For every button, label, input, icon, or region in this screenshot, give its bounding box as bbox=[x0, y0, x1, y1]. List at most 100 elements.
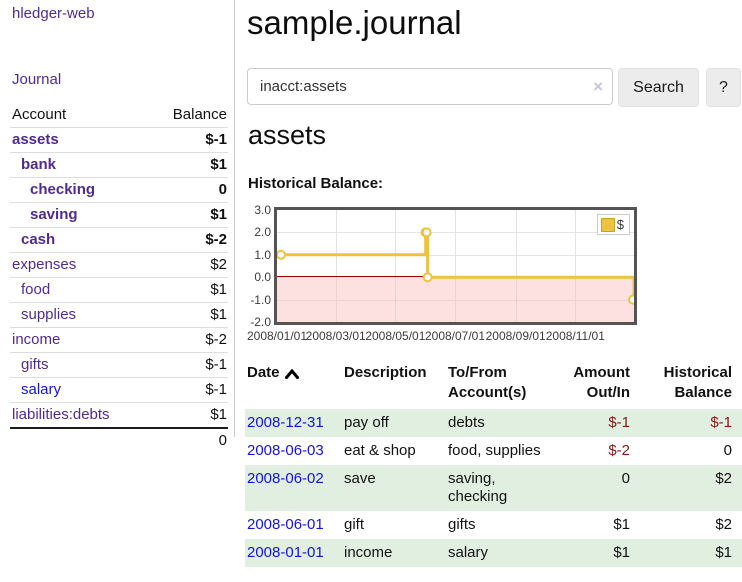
transaction-accounts: salary bbox=[448, 544, 489, 561]
date-column-header[interactable]: Date bbox=[245, 360, 342, 409]
accounts-table-body: assets $-1 bank $1 checking 0 saving $1 … bbox=[10, 127, 228, 429]
account-row: expenses $2 bbox=[10, 252, 228, 278]
account-link[interactable]: assets bbox=[12, 131, 59, 148]
transaction-balance: $-1 bbox=[710, 414, 732, 431]
account-balance: $1 bbox=[210, 406, 227, 423]
historical-balance-chart: $ 3.0 2.0 1.0 0.0 -1.0 -2.0 2008/01/01 2008/03/… bbox=[247, 202, 742, 347]
account-balance: $1 bbox=[148, 202, 228, 228]
page-title: sample.journal bbox=[247, 4, 462, 41]
account-link[interactable]: saving bbox=[30, 206, 78, 223]
account-balance: 0 bbox=[148, 177, 228, 203]
transaction-amount: $1 bbox=[613, 516, 630, 533]
amount-column-header: Amount Out/In bbox=[573, 364, 630, 401]
account-heading: assets bbox=[248, 120, 327, 150]
transaction-amount: $-2 bbox=[608, 442, 630, 459]
transaction-balance: $1 bbox=[715, 544, 732, 561]
account-row: supplies $1 bbox=[10, 302, 228, 328]
app-title-link[interactable]: hledger-web bbox=[12, 5, 95, 22]
account-row: cash $-2 bbox=[10, 227, 228, 253]
transaction-row: 2008-12-31 pay off debts $-1 $-1 bbox=[245, 409, 742, 437]
data-point-marker bbox=[277, 249, 286, 260]
balance-column-header: Balance bbox=[148, 102, 228, 128]
account-link[interactable]: liabilities:debts bbox=[12, 406, 110, 423]
transaction-description: income bbox=[344, 544, 393, 561]
x-axis-tick-label: 2008/07/01 bbox=[424, 329, 486, 343]
register-table: Date Description To/From Account(s) Amou… bbox=[245, 360, 742, 567]
y-axis-tick-label: 0.0 bbox=[254, 270, 271, 285]
transaction-description: pay off bbox=[344, 414, 389, 431]
gridline bbox=[336, 210, 337, 322]
transaction-date-link[interactable]: 2008-06-02 bbox=[247, 470, 324, 487]
account-row: gifts $-1 bbox=[10, 352, 228, 378]
sidebar-item-journal[interactable]: Journal bbox=[12, 71, 62, 88]
legend-label: $ bbox=[616, 217, 624, 232]
account-row: assets $-1 bbox=[10, 127, 228, 153]
transaction-amount: 0 bbox=[621, 470, 630, 487]
transaction-description: eat & shop bbox=[344, 442, 416, 459]
search-button[interactable]: Search bbox=[618, 68, 699, 107]
account-row: liabilities:debts $1 bbox=[10, 403, 228, 429]
account-link[interactable]: bank bbox=[21, 156, 57, 173]
accounts-table-header-row: Account Balance bbox=[10, 102, 228, 128]
transaction-date-link[interactable]: 2008-12-31 bbox=[247, 414, 324, 431]
account-balance: $-1 bbox=[148, 377, 228, 403]
account-link[interactable]: supplies bbox=[21, 306, 77, 323]
transaction-description: gift bbox=[344, 516, 365, 533]
chart-legend: $ bbox=[596, 214, 630, 235]
y-axis-tick-label: 2.0 bbox=[254, 225, 271, 240]
transaction-amount: $1 bbox=[613, 544, 630, 561]
transaction-balance: $2 bbox=[715, 470, 732, 487]
main-content: sample.journal × Search ? assets Histori… bbox=[245, 0, 742, 582]
account-balance: $-1 bbox=[148, 352, 228, 378]
x-axis-tick-label: 2008/11/01 bbox=[545, 329, 605, 343]
account-balance: $2 bbox=[148, 252, 228, 278]
legend-swatch-icon bbox=[600, 217, 615, 232]
search-input[interactable] bbox=[247, 68, 613, 105]
transaction-accounts: food, supplies bbox=[448, 442, 541, 459]
transaction-date-link[interactable]: 2008-01-01 bbox=[247, 544, 324, 561]
gridline bbox=[277, 255, 634, 256]
data-point-marker bbox=[628, 294, 634, 305]
clear-search-icon[interactable]: × bbox=[593, 77, 603, 96]
account-balance: $1 bbox=[148, 277, 228, 303]
balance-series-line bbox=[277, 227, 634, 305]
account-row: salary $-1 bbox=[10, 377, 228, 403]
account-link[interactable]: expenses bbox=[12, 256, 77, 273]
account-row: bank $1 bbox=[10, 152, 228, 178]
description-column-header: Description bbox=[344, 364, 427, 381]
transaction-row: 2008-06-03 eat & shop food, supplies $-2… bbox=[245, 437, 742, 465]
search-form: × Search ? bbox=[247, 68, 742, 107]
search-input-wrap: × bbox=[247, 68, 613, 105]
account-link[interactable]: salary bbox=[21, 381, 62, 398]
transaction-balance: 0 bbox=[723, 442, 732, 459]
account-row: food $1 bbox=[10, 277, 228, 303]
account-link[interactable]: income bbox=[12, 331, 61, 348]
account-row: saving $1 bbox=[10, 202, 228, 228]
accounts-column-header: To/From Account(s) bbox=[448, 364, 527, 401]
transaction-accounts: debts bbox=[448, 414, 485, 431]
sidebar: hledger-web Journal Account Balance asse… bbox=[0, 0, 235, 453]
chart-plot-area: $ bbox=[274, 207, 637, 325]
transaction-date-link[interactable]: 2008-06-01 bbox=[247, 516, 324, 533]
account-balance: $-1 bbox=[148, 127, 228, 153]
account-link[interactable]: checking bbox=[30, 181, 96, 198]
accounts-total-balance: 0 bbox=[148, 427, 228, 453]
y-axis-tick-label: 3.0 bbox=[254, 203, 271, 217]
transaction-date-link[interactable]: 2008-06-03 bbox=[247, 442, 324, 459]
account-link[interactable]: cash bbox=[21, 231, 56, 248]
accounts-total-row: 0 bbox=[10, 427, 228, 453]
gridline bbox=[516, 210, 517, 322]
account-balance: $1 bbox=[148, 152, 228, 178]
transaction-row: 2008-06-01 gift gifts $1 $2 bbox=[245, 511, 742, 539]
data-point-marker bbox=[422, 272, 433, 283]
account-link[interactable]: food bbox=[21, 281, 51, 298]
register-table-body: 2008-12-31 pay off debts $-1 $-1 2008-06… bbox=[245, 409, 742, 567]
account-link[interactable]: gifts bbox=[21, 356, 49, 373]
x-axis-tick-label: 2008/05/01 bbox=[365, 329, 426, 343]
gridline bbox=[277, 300, 634, 301]
gridline bbox=[395, 210, 396, 322]
accounts-table: Account Balance assets $-1 bank $1 check… bbox=[10, 102, 228, 453]
y-axis-tick-label: -1.0 bbox=[250, 292, 271, 307]
help-button[interactable]: ? bbox=[706, 68, 741, 107]
